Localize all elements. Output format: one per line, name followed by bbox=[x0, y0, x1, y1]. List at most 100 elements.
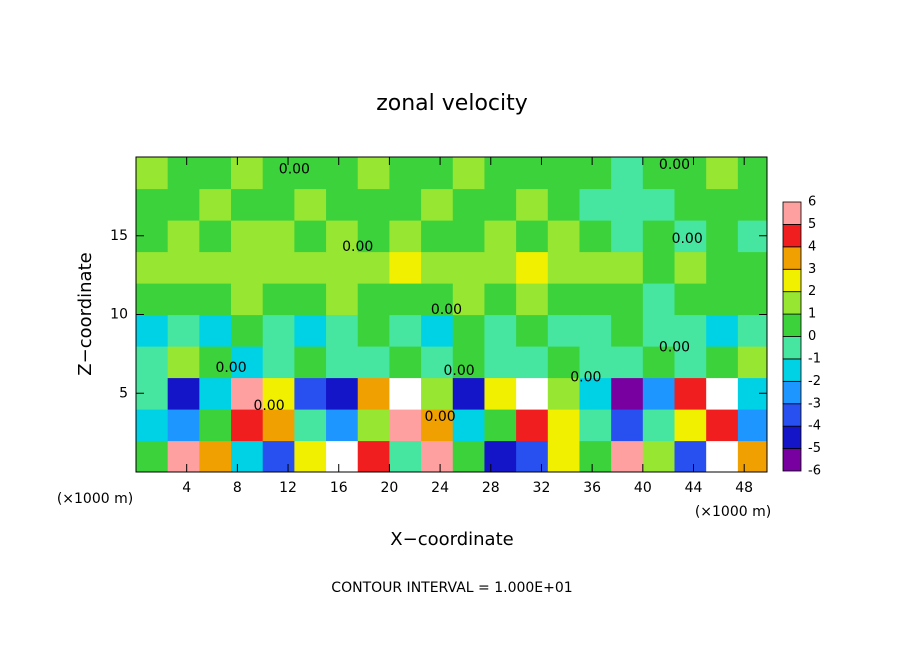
colorbar-label: 4 bbox=[808, 239, 816, 254]
field-cell bbox=[326, 440, 359, 472]
field-cell bbox=[231, 220, 264, 253]
field-cell bbox=[326, 377, 359, 410]
colorbar-label: 1 bbox=[808, 307, 816, 322]
colorbar-swatch bbox=[782, 246, 802, 270]
colorbar-swatch bbox=[782, 268, 802, 293]
field-cell bbox=[167, 346, 200, 379]
field-cell bbox=[326, 220, 359, 253]
field-cell bbox=[642, 283, 676, 316]
field-cell bbox=[484, 157, 517, 190]
contour-label: 0.00 bbox=[431, 302, 462, 318]
field-cell bbox=[516, 220, 549, 253]
field-cell bbox=[199, 440, 232, 472]
field-cell bbox=[674, 314, 707, 347]
field-cell bbox=[452, 157, 486, 190]
field-cell bbox=[642, 440, 676, 472]
field-cell bbox=[357, 283, 391, 316]
field-cell bbox=[737, 346, 767, 379]
field-cell bbox=[547, 409, 581, 442]
field-cell bbox=[579, 346, 612, 379]
field-cell bbox=[231, 377, 264, 410]
field-cell bbox=[706, 157, 739, 190]
contour-label: 0.00 bbox=[444, 363, 475, 379]
field-cell bbox=[516, 188, 549, 221]
y-tick-label: 5 bbox=[119, 385, 128, 401]
field-cell bbox=[611, 314, 644, 347]
field-cell bbox=[642, 314, 676, 347]
field-cell bbox=[262, 251, 295, 284]
field-cell bbox=[547, 283, 581, 316]
field-cell bbox=[357, 314, 391, 347]
y-tick-label: 15 bbox=[110, 228, 128, 244]
field-cell bbox=[737, 251, 767, 284]
field-cell bbox=[547, 188, 581, 221]
field-cell bbox=[674, 220, 707, 253]
field-cell bbox=[706, 251, 739, 284]
field-cell bbox=[642, 251, 676, 284]
field-cell bbox=[642, 220, 676, 253]
field-cell bbox=[706, 314, 739, 347]
x-tick-label: 40 bbox=[634, 480, 652, 496]
field-cell bbox=[136, 157, 169, 190]
field-cell bbox=[294, 188, 327, 221]
field-cell bbox=[357, 377, 391, 410]
field-cell bbox=[516, 251, 549, 284]
field-cell bbox=[231, 251, 264, 284]
field-cell bbox=[611, 251, 644, 284]
field-cell bbox=[262, 346, 295, 379]
contour-label: 0.00 bbox=[672, 231, 703, 247]
field-cell bbox=[611, 283, 644, 316]
contour-label: 0.00 bbox=[215, 360, 246, 376]
field-cell bbox=[579, 251, 612, 284]
colorbar-label: -1 bbox=[808, 351, 821, 366]
field-cell bbox=[357, 440, 391, 472]
field-cell bbox=[262, 283, 295, 316]
field-cell bbox=[452, 377, 486, 410]
colorbar-label: -5 bbox=[808, 441, 821, 456]
colorbar-swatch bbox=[782, 224, 802, 248]
field-cell bbox=[357, 409, 391, 442]
field-cell bbox=[484, 409, 517, 442]
field-cell bbox=[389, 188, 422, 221]
field-cell bbox=[136, 188, 169, 221]
field-cell bbox=[357, 220, 391, 253]
field-cell bbox=[231, 314, 264, 347]
field-cell bbox=[231, 346, 264, 379]
y-axis-label: Z−coordinate bbox=[75, 252, 96, 375]
field-cell bbox=[167, 314, 200, 347]
colorbar-swatch bbox=[782, 336, 802, 360]
contour-label: 0.00 bbox=[253, 398, 284, 414]
x-tick-label: 32 bbox=[533, 480, 551, 496]
x-axis-label: X−coordinate bbox=[390, 529, 513, 550]
overlay: 0.00 0.00 0.00 0.00 0.00 0.00 0.00 0.00 0.00 0.00… bbox=[110, 156, 821, 496]
field-cell bbox=[389, 440, 422, 472]
x-tick-label: 28 bbox=[482, 480, 500, 496]
field-cell bbox=[611, 377, 644, 410]
field-cell bbox=[579, 283, 612, 316]
colorbar-swatch bbox=[782, 425, 802, 449]
field-cell bbox=[516, 157, 549, 190]
contour-label: 0.00 bbox=[659, 340, 690, 356]
field-cell bbox=[294, 409, 327, 442]
field-cell bbox=[484, 346, 517, 379]
field-cell bbox=[579, 220, 612, 253]
field-cell bbox=[706, 283, 739, 316]
field-cell bbox=[611, 409, 644, 442]
field-cell bbox=[674, 377, 707, 410]
field-cell bbox=[326, 251, 359, 284]
field-cell bbox=[357, 251, 391, 284]
field-cell bbox=[579, 440, 612, 472]
field-cell bbox=[547, 440, 581, 472]
field-cell bbox=[484, 188, 517, 221]
field-cell bbox=[674, 157, 707, 190]
field-cell bbox=[611, 157, 644, 190]
x-unit-label: (×1000 m) bbox=[57, 491, 133, 507]
field-cell bbox=[421, 283, 454, 316]
field-cell bbox=[547, 220, 581, 253]
field-cell bbox=[737, 157, 767, 190]
field-cell bbox=[452, 314, 486, 347]
field-cell bbox=[516, 377, 549, 410]
field-cell bbox=[294, 377, 327, 410]
x-tick-label: 8 bbox=[233, 480, 242, 496]
colorbar-swatch bbox=[782, 201, 802, 225]
